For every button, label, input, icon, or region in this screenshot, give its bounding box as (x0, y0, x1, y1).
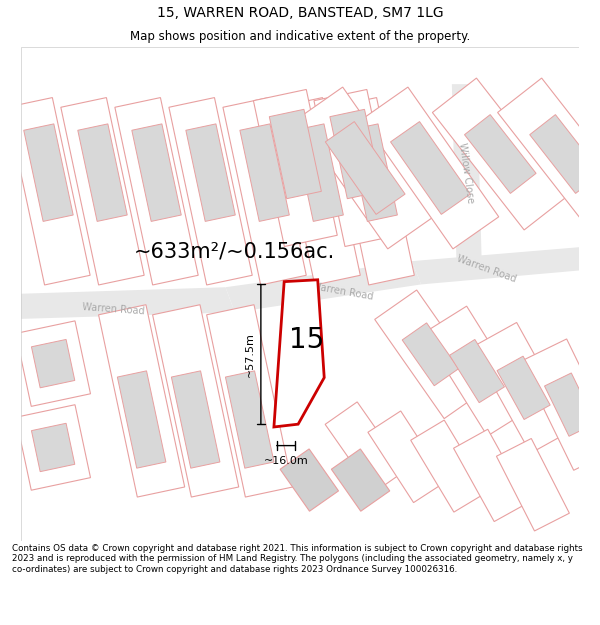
Text: Willow Close: Willow Close (457, 142, 475, 204)
Text: ~16.0m: ~16.0m (263, 456, 308, 466)
Polygon shape (362, 87, 499, 249)
Polygon shape (253, 89, 337, 246)
Polygon shape (31, 423, 75, 472)
Polygon shape (20, 288, 235, 319)
Polygon shape (330, 109, 382, 199)
Polygon shape (132, 124, 181, 221)
Polygon shape (410, 420, 487, 512)
Polygon shape (497, 78, 600, 230)
Polygon shape (348, 124, 397, 221)
Polygon shape (497, 356, 550, 419)
Polygon shape (115, 98, 198, 285)
Polygon shape (314, 89, 398, 246)
Polygon shape (368, 411, 446, 502)
Text: Contains OS data © Crown copyright and database right 2021. This information is : Contains OS data © Crown copyright and d… (12, 544, 583, 574)
Polygon shape (274, 280, 324, 427)
Polygon shape (464, 114, 536, 193)
Polygon shape (402, 323, 458, 386)
Polygon shape (269, 109, 322, 199)
Polygon shape (280, 449, 338, 511)
Polygon shape (31, 339, 75, 388)
Text: Warren Road: Warren Road (82, 302, 145, 317)
Text: Map shows position and indicative extent of the property.: Map shows position and indicative extent… (130, 30, 470, 43)
Polygon shape (277, 98, 360, 285)
Polygon shape (496, 439, 569, 531)
Text: Warren Road: Warren Road (455, 253, 517, 284)
Polygon shape (169, 98, 252, 285)
Polygon shape (412, 247, 580, 284)
Polygon shape (325, 402, 405, 493)
Polygon shape (433, 78, 568, 230)
Polygon shape (545, 373, 596, 436)
Polygon shape (223, 98, 306, 285)
Polygon shape (118, 371, 166, 468)
Polygon shape (186, 124, 235, 221)
Text: ~633m²/~0.156ac.: ~633m²/~0.156ac. (134, 242, 335, 262)
Polygon shape (297, 87, 434, 249)
Polygon shape (530, 114, 600, 193)
Polygon shape (98, 305, 185, 497)
Text: ~57.5m: ~57.5m (245, 332, 254, 377)
Polygon shape (16, 321, 91, 406)
Polygon shape (391, 122, 470, 214)
Polygon shape (206, 305, 293, 497)
Polygon shape (331, 449, 390, 511)
Polygon shape (423, 306, 531, 436)
Polygon shape (172, 371, 220, 468)
Polygon shape (78, 124, 127, 221)
Polygon shape (472, 322, 575, 453)
Polygon shape (294, 124, 343, 221)
Text: 15: 15 (289, 326, 324, 354)
Polygon shape (375, 290, 486, 419)
Polygon shape (331, 98, 415, 285)
Polygon shape (16, 405, 91, 490)
Polygon shape (240, 124, 289, 221)
Polygon shape (449, 339, 505, 402)
Text: 15, WARREN ROAD, BANSTEAD, SM7 1LG: 15, WARREN ROAD, BANSTEAD, SM7 1LG (157, 6, 443, 20)
Polygon shape (452, 84, 482, 263)
Polygon shape (454, 429, 529, 522)
Polygon shape (521, 339, 600, 470)
Polygon shape (226, 261, 421, 312)
Polygon shape (61, 98, 144, 285)
Polygon shape (152, 305, 239, 497)
Polygon shape (226, 371, 274, 468)
Polygon shape (24, 124, 73, 221)
Text: Warren Road: Warren Road (310, 281, 374, 302)
Polygon shape (325, 122, 405, 214)
Polygon shape (7, 98, 90, 285)
